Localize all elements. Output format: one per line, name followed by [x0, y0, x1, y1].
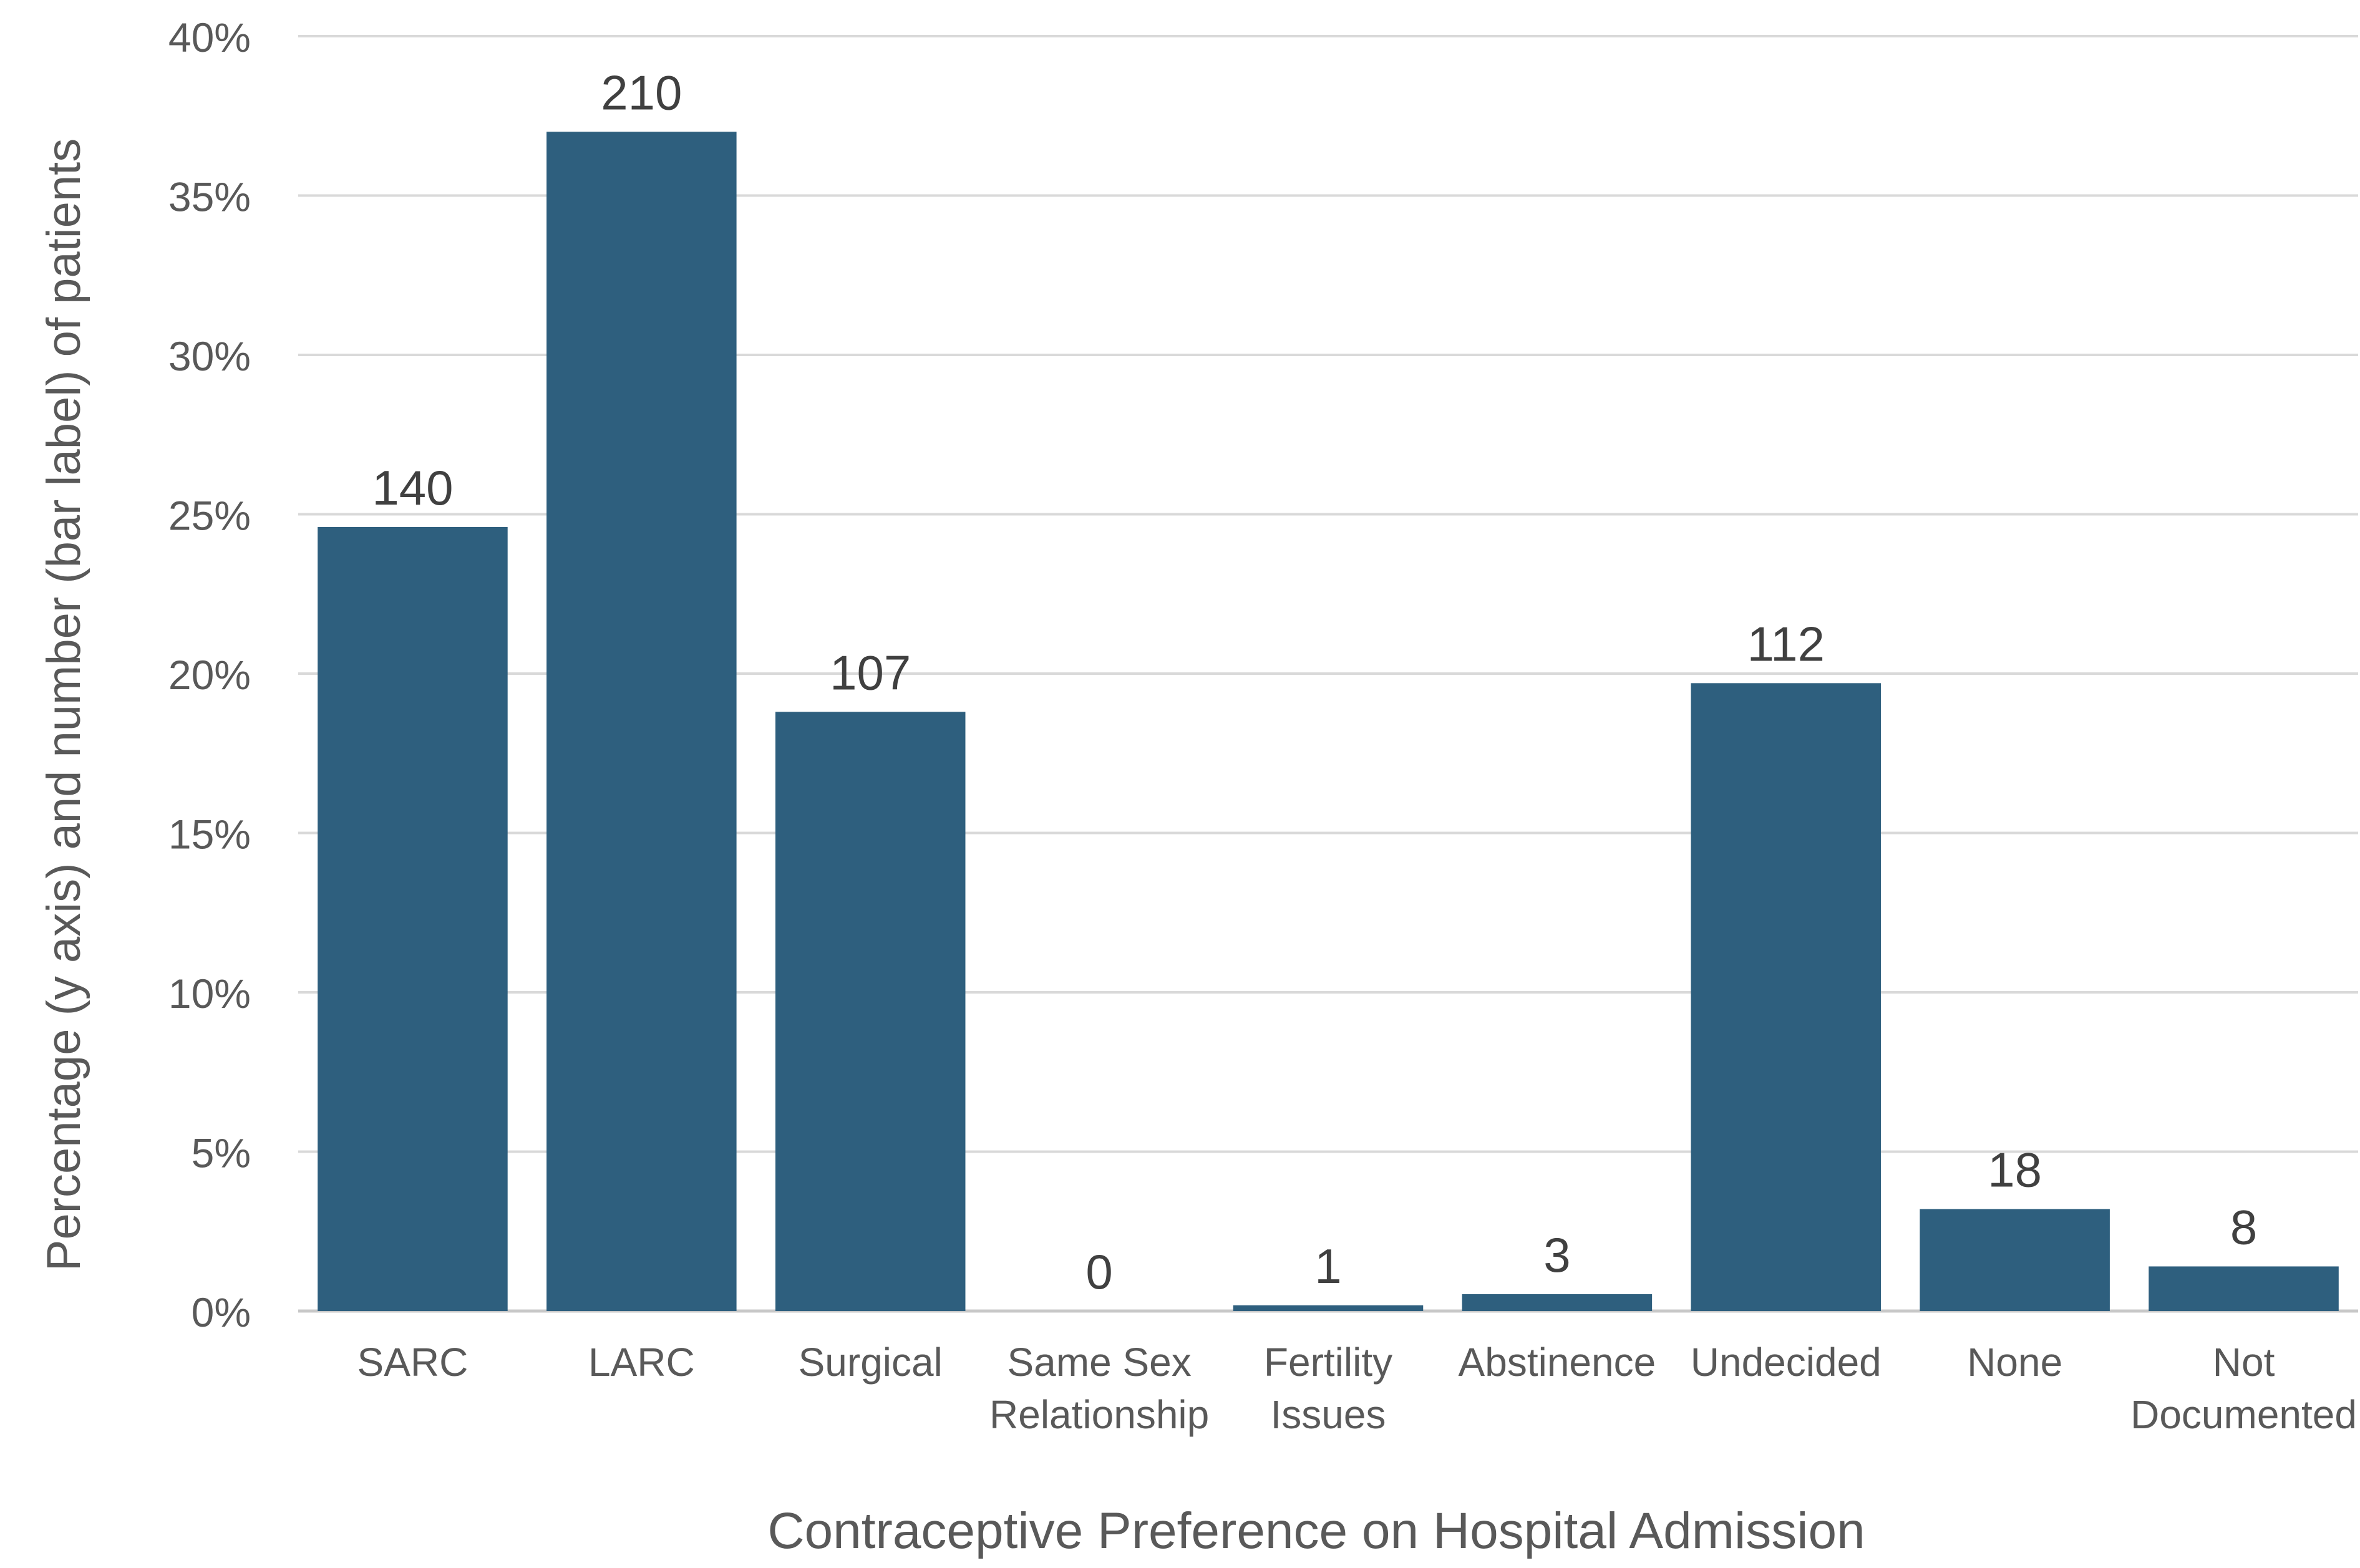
bar-value-label: 107: [830, 645, 911, 700]
bar-value-label: 3: [1543, 1227, 1570, 1282]
bar: [318, 526, 508, 1312]
y-tick-label: 0%: [192, 1289, 251, 1335]
bar: [1462, 1294, 1653, 1311]
x-tick-label: Fertility Issues: [1264, 1340, 1392, 1437]
x-tick-label: Same Sex Relationship: [989, 1340, 1209, 1437]
bar-value-labels: 140 210 107 0 1 3 112 18 8: [372, 65, 2257, 1299]
bar: [1233, 1305, 1424, 1311]
bar: [1920, 1209, 2110, 1311]
y-tick-label: 15%: [168, 811, 251, 858]
bar: [546, 132, 737, 1311]
y-tick-label: 5%: [192, 1130, 251, 1176]
x-axis-tick-labels: SARC LARC Surgical Same Sex Relationship Fert…: [357, 1340, 2357, 1437]
y-axis-title: Percentage (y axis) and number (bar labe…: [37, 138, 90, 1272]
y-tick-label: 30%: [168, 333, 251, 379]
bar-value-label: 8: [2230, 1199, 2257, 1254]
y-tick-label: 35%: [168, 174, 251, 220]
bar-value-label: 140: [372, 460, 453, 515]
x-tick-label: Surgical: [799, 1340, 943, 1385]
bar-value-label: 0: [1085, 1244, 1112, 1299]
x-tick-label: Abstinence: [1459, 1340, 1656, 1385]
x-tick-label: None: [1967, 1340, 2062, 1385]
x-tick-label: Not Documented: [2130, 1340, 2357, 1437]
x-tick-label: SARC: [357, 1340, 469, 1385]
bar: [775, 712, 966, 1311]
bar-value-label: 1: [1314, 1239, 1341, 1294]
y-tick-label: 25%: [168, 493, 251, 539]
x-tick-label: LARC: [588, 1340, 695, 1385]
bar: [2149, 1266, 2339, 1311]
bar: [1691, 683, 1882, 1311]
bars: [318, 132, 2339, 1312]
x-axis-title: Contraceptive Preference on Hospital Adm…: [767, 1503, 1865, 1559]
y-axis-tick-labels: 0% 5% 10% 15% 20% 25% 30% 35% 40%: [168, 14, 251, 1335]
x-tick-label: Undecided: [1691, 1340, 1882, 1385]
y-tick-label: 40%: [168, 14, 251, 60]
bar-value-label: 18: [1988, 1142, 2042, 1197]
bar-value-label: 112: [1747, 616, 1825, 671]
bar-value-label: 210: [601, 65, 682, 120]
y-tick-label: 20%: [168, 652, 251, 698]
y-tick-label: 10%: [168, 970, 251, 1017]
